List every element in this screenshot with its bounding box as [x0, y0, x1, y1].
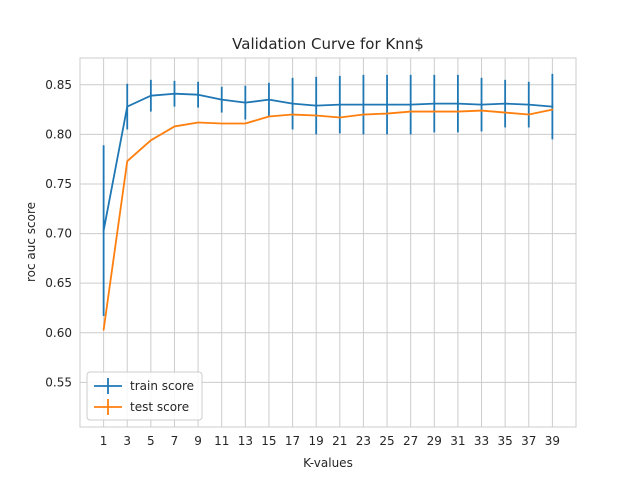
y-tick-label: 0.80 — [45, 127, 72, 141]
x-tick-label: 19 — [309, 434, 324, 448]
x-tick-label: 25 — [379, 434, 394, 448]
series-group — [102, 73, 554, 331]
legend-test-label: test score — [130, 400, 189, 414]
line-train-score — [102, 92, 554, 232]
line-test-score — [102, 108, 554, 331]
x-tick-label: 9 — [194, 434, 202, 448]
x-tick-label: 39 — [545, 434, 560, 448]
x-tick-label: 17 — [285, 434, 300, 448]
plot-area — [79, 57, 577, 428]
x-tick-labels: 1 3 5 7 9 11 13 15 17 19 21 23 25 27 29 31 33 35 37 39 — [100, 434, 560, 448]
y-tick-label: 0.70 — [45, 227, 72, 241]
x-tick-label: 13 — [238, 434, 253, 448]
y-tick-label: 0.55 — [45, 375, 72, 389]
legend-train-label: train score — [130, 379, 194, 393]
x-tick-label: 37 — [521, 434, 536, 448]
x-tick-label: 33 — [474, 434, 489, 448]
x-tick-label: 15 — [261, 434, 276, 448]
x-tick-label: 27 — [403, 434, 418, 448]
x-tick-label: 5 — [147, 434, 155, 448]
legend-box — [86, 371, 203, 421]
y-tick-label: 0.75 — [45, 177, 72, 191]
x-tick-label: 35 — [498, 434, 513, 448]
x-tick-label: 11 — [214, 434, 229, 448]
x-tick-label: 31 — [450, 434, 465, 448]
series-train-score — [102, 73, 554, 316]
x-axis-label: K-values — [303, 456, 353, 470]
x-tick-label: 3 — [123, 434, 131, 448]
x-tick-label: 21 — [332, 434, 347, 448]
y-tick-label: 0.60 — [45, 326, 72, 340]
x-tick-label: 1 — [100, 434, 108, 448]
y-tick-label: 0.65 — [45, 276, 72, 290]
x-tick-label: 7 — [171, 434, 179, 448]
y-tick-label: 0.85 — [45, 78, 72, 92]
series-test-score — [102, 108, 554, 331]
x-tick-label: 23 — [356, 434, 371, 448]
legend: train score test score — [86, 371, 203, 421]
x-tick-label: 29 — [427, 434, 442, 448]
y-axis-label: roc auc score — [24, 202, 38, 282]
chart-title: Validation Curve for Knn$ — [232, 35, 424, 53]
y-tick-labels: 0.55 0.60 0.65 0.70 0.75 0.80 0.85 — [45, 78, 72, 390]
